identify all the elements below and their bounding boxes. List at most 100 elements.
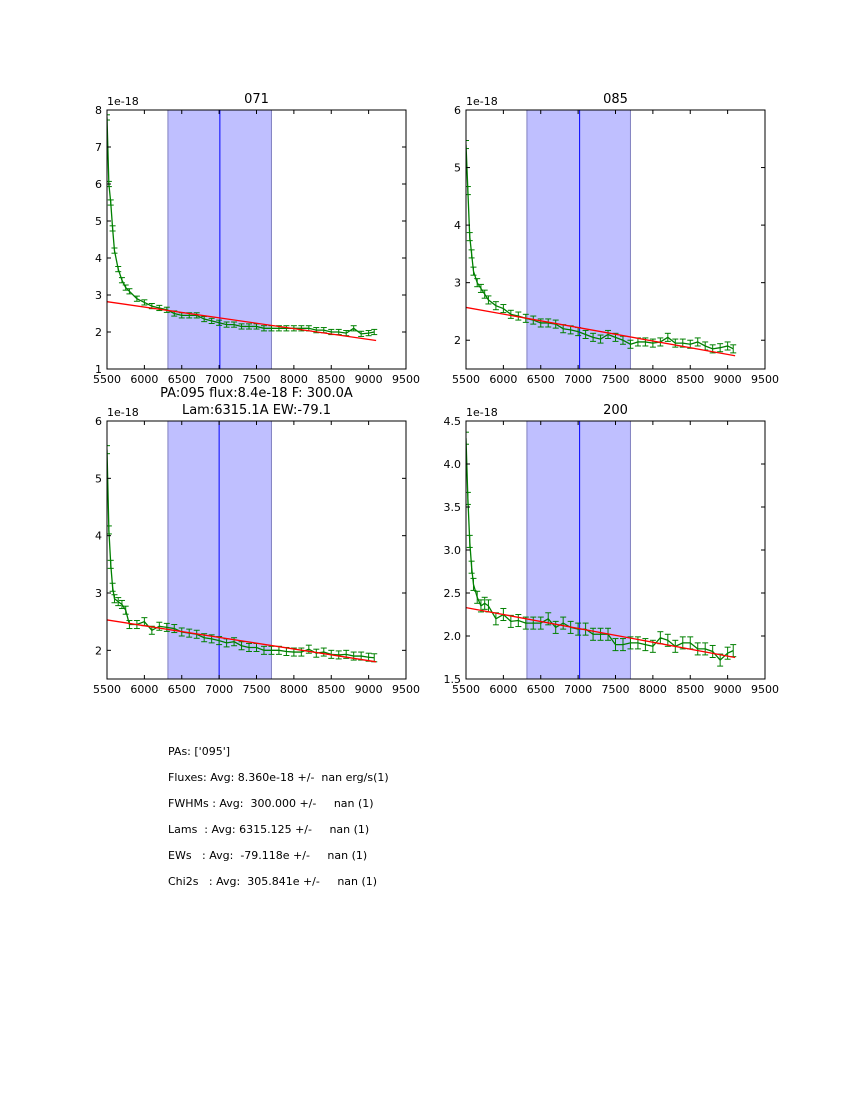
y-tick-label: 4 (454, 219, 461, 232)
data-point (141, 299, 148, 306)
data-point (717, 343, 724, 353)
data-point (298, 647, 305, 657)
data-point (702, 341, 709, 351)
subplot-2: 5500 6000 6500 7000 7500 8000 8500 9000 9500 2 3 4 5… (93, 386, 420, 696)
data-point (664, 332, 671, 342)
data-point (724, 646, 731, 660)
data-point (350, 325, 357, 332)
data-point (283, 325, 290, 332)
x-tick-label: 9000 (355, 683, 383, 696)
y-tick-label: 2 (454, 334, 461, 347)
x-tick-label: 7500 (243, 373, 271, 386)
plot-area (107, 421, 378, 679)
data-point (193, 312, 200, 319)
fit-line (466, 606, 736, 659)
data-point (246, 323, 253, 330)
x-tick-label: 5500 (452, 683, 480, 696)
data-point (238, 323, 245, 330)
data-point (365, 330, 372, 337)
x-tick-label: 6000 (130, 683, 158, 696)
data-point (507, 309, 514, 319)
data-point (466, 431, 469, 445)
data-point (358, 330, 365, 337)
plot-area (107, 110, 378, 369)
y-tick-label: 2 (95, 326, 102, 339)
data-point (605, 329, 612, 339)
subplot-title: Lam:6315.1A EW:-79.1 (182, 403, 331, 418)
data-point (582, 622, 589, 636)
x-tick-label: 8500 (676, 683, 704, 696)
data-point (335, 650, 342, 660)
y-tick-label: 2.5 (444, 587, 462, 600)
data-point (717, 653, 724, 667)
data-point (466, 186, 471, 196)
subplot-title: 071 (244, 92, 269, 107)
stats-fluxes: Fluxes: Avg: 8.360e-18 +/- nan erg/s(1) (168, 771, 389, 784)
fit-line (107, 301, 377, 342)
subplot-0: 5500 6000 6500 7000 7500 8000 8500 9000 9500 1 2 3 4… (93, 92, 420, 386)
stats-lams: Lams : Avg: 6315.125 +/- nan (1) (168, 823, 370, 836)
y-tick-label: 4 (95, 530, 102, 543)
x-tick-label: 7000 (205, 373, 233, 386)
data-point (320, 647, 327, 657)
data-point (545, 318, 552, 328)
wavelength-band (167, 421, 272, 679)
data-point (246, 642, 253, 652)
y-tick-label: 3.5 (444, 501, 462, 514)
y-offset-label: 1e-18 (107, 95, 139, 108)
data-point (468, 560, 475, 574)
y-tick-label: 6 (95, 178, 102, 191)
data-point (122, 284, 129, 291)
y-tick-label: 1.5 (444, 673, 462, 686)
y-tick-label: 3 (95, 289, 102, 302)
y-tick-label: 4.5 (444, 415, 462, 428)
data-point (107, 114, 110, 121)
data-point (694, 337, 701, 347)
x-tick-label: 8500 (676, 373, 704, 386)
y-tick-label: 4.0 (444, 458, 462, 471)
x-tick-label: 8000 (639, 373, 667, 386)
data-point (590, 627, 597, 641)
data-point (582, 329, 589, 339)
data-point (156, 621, 163, 631)
data-point (466, 232, 473, 242)
y-offset-label: 1e-18 (466, 406, 498, 419)
data-line (107, 449, 375, 659)
y-offset-label: 1e-18 (107, 406, 139, 419)
x-tick-label: 5500 (93, 373, 121, 386)
data-line (107, 117, 375, 335)
data-point (530, 616, 537, 630)
data-point (474, 278, 481, 288)
data-point (133, 295, 140, 302)
x-tick-label: 9500 (751, 683, 779, 696)
x-tick-label: 6500 (527, 683, 555, 696)
data-point (481, 289, 488, 299)
y-tick-label: 8 (95, 104, 102, 117)
data-point (115, 266, 122, 273)
data-point (109, 225, 116, 232)
x-tick-label: 5500 (93, 683, 121, 696)
y-tick-label: 5 (95, 215, 102, 228)
data-point (118, 599, 125, 609)
data-point (107, 525, 112, 535)
data-line (466, 144, 734, 350)
x-tick-label: 6000 (489, 683, 517, 696)
x-tick-label: 6500 (527, 373, 555, 386)
y-tick-label: 4 (95, 252, 102, 265)
data-point (470, 266, 477, 276)
y-tick-label: 2.0 (444, 630, 462, 643)
data-point (477, 283, 484, 293)
data-point (724, 341, 731, 351)
data-point (107, 445, 110, 455)
data-point (702, 642, 709, 656)
data-point (515, 614, 522, 628)
y-tick-label: 1 (95, 363, 102, 376)
data-point (466, 491, 471, 505)
y-tick-label: 2 (95, 644, 102, 657)
data-point (109, 582, 116, 592)
data-point (111, 247, 118, 254)
stats-fwhms: FWHMs : Avg: 300.000 +/- nan (1) (168, 797, 374, 810)
data-point (216, 319, 223, 326)
x-tick-label: 7500 (243, 683, 271, 696)
